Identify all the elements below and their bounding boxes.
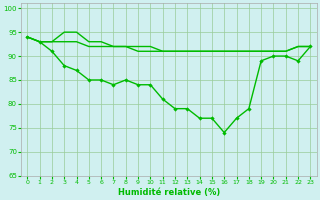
X-axis label: Humidité relative (%): Humidité relative (%)	[118, 188, 220, 197]
